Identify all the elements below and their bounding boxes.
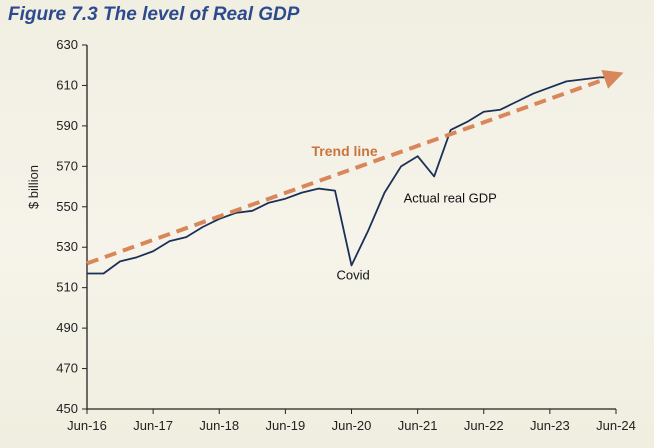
x-tick-label: Jun-22 xyxy=(464,418,504,433)
figure-title: Figure 7.3 The level of Real GDP xyxy=(8,4,300,25)
x-tick-label: Jun-17 xyxy=(133,418,173,433)
y-tick-label: 610 xyxy=(56,77,78,92)
y-tick-label: 510 xyxy=(56,280,78,295)
x-tick-label: Jun-19 xyxy=(266,418,306,433)
annotation-label: Actual real GDP xyxy=(404,191,497,206)
x-tick-label: Jun-20 xyxy=(332,418,372,433)
x-tick-label: Jun-18 xyxy=(199,418,239,433)
annotation-label: Trend line xyxy=(312,143,378,159)
x-tick-label: Jun-16 xyxy=(67,418,107,433)
x-tick-label: Jun-24 xyxy=(596,418,636,433)
y-tick-label: 590 xyxy=(56,118,78,133)
y-tick-label: 570 xyxy=(56,158,78,173)
annotation-label: Covid xyxy=(337,268,370,283)
actual-gdp-series xyxy=(87,76,616,275)
y-tick-label: 470 xyxy=(56,361,78,376)
x-tick-label: Jun-21 xyxy=(398,418,438,433)
trend-line-series xyxy=(86,69,624,266)
y-tick-label: 490 xyxy=(56,320,78,335)
y-axis-label: $ billion xyxy=(26,165,41,209)
y-tick-label: 450 xyxy=(56,401,78,416)
y-tick-label: 550 xyxy=(56,199,78,214)
y-tick-label: 530 xyxy=(56,239,78,254)
y-tick-label: 630 xyxy=(56,37,78,52)
x-tick-label: Jun-23 xyxy=(530,418,570,433)
